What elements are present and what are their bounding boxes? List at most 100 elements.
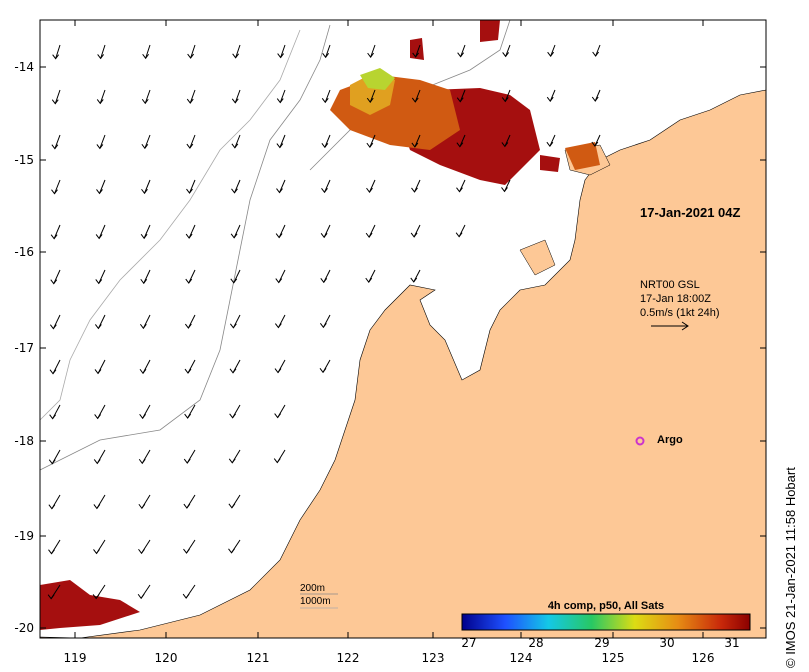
current-arrowhead — [366, 97, 374, 103]
current-arrowhead — [274, 323, 282, 329]
legend-current-arrowhead — [681, 321, 689, 331]
current-legend-line2: 17-Jan 18:00Z — [640, 293, 711, 305]
current-arrowhead — [365, 232, 373, 238]
current-arrowhead — [141, 143, 149, 150]
current-arrowhead — [273, 458, 281, 464]
current-arrowhead — [48, 459, 56, 465]
current-arrow — [414, 134, 421, 148]
current-arrowhead — [501, 97, 509, 103]
sst-patch — [540, 155, 560, 172]
current-arrowhead — [274, 413, 282, 419]
current-arrowhead — [186, 98, 194, 104]
current-arrow — [98, 224, 106, 239]
current-arrowhead — [142, 53, 150, 60]
current-arrow — [235, 44, 241, 58]
current-arrowhead — [184, 413, 192, 419]
current-arrowhead — [456, 97, 464, 103]
current-arrowhead — [319, 368, 327, 374]
current-arrowhead — [95, 234, 103, 240]
current-arrowhead — [49, 324, 57, 330]
lon-tick-label: 125 — [602, 651, 625, 665]
current-arrowhead — [456, 187, 463, 193]
current-arrowhead — [187, 53, 195, 59]
current-arrow — [234, 179, 241, 193]
current-arrowhead — [501, 187, 508, 193]
sst-patch — [565, 142, 600, 170]
sst-patch — [40, 580, 140, 630]
current-arrow — [189, 179, 196, 194]
argo-marker-icon — [635, 436, 645, 446]
current-legend-line1: NRT00 GSL — [640, 279, 700, 291]
current-arrowhead — [231, 143, 239, 149]
current-arrowhead — [412, 52, 420, 58]
lat-tick-label: -17 — [14, 341, 34, 355]
current-arrowhead — [93, 504, 101, 510]
current-arrowhead — [47, 594, 55, 600]
current-arrow — [53, 224, 61, 239]
current-arrow — [100, 44, 106, 59]
current-arrow — [53, 269, 61, 284]
current-arrowhead — [365, 277, 373, 283]
current-arrow — [459, 89, 466, 102]
current-arrowhead — [186, 188, 193, 194]
current-arrowhead — [230, 278, 238, 284]
lon-tick-label: 123 — [422, 651, 445, 665]
current-arrowhead — [410, 277, 418, 283]
current-arrowhead — [275, 278, 283, 284]
current-vectors — [47, 44, 601, 600]
current-arrow — [189, 89, 196, 104]
current-arrowhead — [95, 279, 103, 285]
current-arrowhead — [49, 414, 57, 420]
current-arrowhead — [411, 187, 418, 193]
sst-patch — [360, 68, 395, 90]
current-arrow — [550, 44, 556, 57]
axis-ticks — [40, 20, 766, 638]
current-arrow — [55, 44, 61, 59]
sst-patch — [480, 20, 500, 42]
current-arrowhead — [140, 233, 148, 240]
current-arrowhead — [137, 593, 145, 600]
current-arrowhead — [51, 99, 59, 105]
current-arrow — [414, 89, 421, 103]
current-arrowhead — [184, 323, 192, 329]
current-arrow — [99, 134, 106, 149]
current-arrowhead — [228, 548, 235, 554]
colorbar-tick-label: 27 — [461, 636, 476, 650]
current-arrowhead — [185, 278, 193, 284]
current-arrow — [279, 89, 286, 103]
current-arrowhead — [139, 413, 147, 420]
current-arrowhead — [229, 413, 237, 419]
current-arrowhead — [94, 414, 102, 420]
colorbar-tick-label: 28 — [528, 636, 543, 650]
lon-tick-label: 122 — [337, 651, 360, 665]
current-arrowhead — [546, 96, 554, 103]
current-arrowhead — [138, 548, 145, 555]
current-arrow — [279, 134, 286, 148]
colorbar-title: 4h comp, p50, All Sats — [547, 600, 665, 612]
current-arrowhead — [94, 369, 102, 375]
current-arrowhead — [276, 188, 283, 194]
current-arrow — [145, 44, 151, 59]
depth-legend-1000m: 1000m — [300, 596, 331, 607]
depth-legend: 200m 1000m — [300, 582, 331, 608]
colorbar — [461, 613, 751, 631]
current-arrowhead — [457, 52, 465, 58]
argo-label: Argo — [657, 434, 683, 446]
current-arrow — [595, 44, 601, 57]
current-arrowhead — [321, 188, 328, 194]
lon-tick-label: 121 — [247, 651, 270, 665]
current-arrow — [369, 134, 376, 148]
current-arrowhead — [321, 143, 329, 149]
current-arrowhead — [230, 233, 238, 239]
current-arrow — [460, 44, 466, 57]
current-arrowhead — [184, 368, 192, 374]
lat-tick-label: -16 — [14, 245, 34, 259]
current-arrowhead — [139, 323, 147, 330]
current-arrowhead — [410, 232, 418, 238]
current-arrow — [54, 89, 61, 104]
credit-label: © IMOS 21-Jan-2021 11:58 Hobart — [783, 467, 798, 668]
current-arrowhead — [94, 324, 102, 330]
current-arrowhead — [49, 369, 57, 375]
current-arrow — [324, 179, 331, 193]
current-arrowhead — [547, 51, 555, 58]
